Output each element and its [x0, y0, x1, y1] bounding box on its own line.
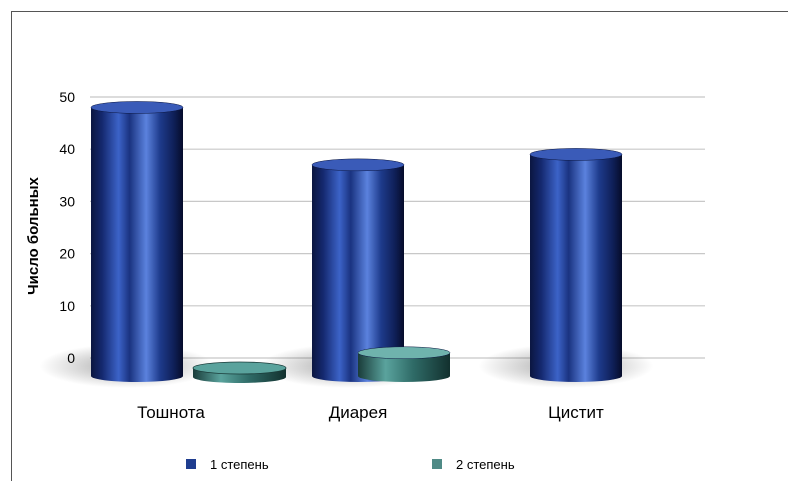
y-axis-ticks: 01020304050 — [59, 89, 75, 366]
legend-swatch — [186, 459, 196, 469]
y-tick-label: 50 — [59, 89, 75, 105]
bar — [311, 158, 405, 382]
legend-swatch — [432, 459, 442, 469]
y-tick-label: 30 — [59, 193, 75, 209]
x-category-label: Цистит — [548, 403, 604, 422]
bar — [357, 346, 451, 382]
bar — [529, 148, 623, 382]
legend-item: 1 степень — [186, 457, 269, 472]
bar — [90, 101, 184, 382]
legend-label: 1 степень — [210, 457, 269, 472]
bars — [90, 101, 623, 383]
legend-label: 2 степень — [456, 457, 515, 472]
legend-item: 2 степень — [432, 457, 515, 472]
y-tick-label: 20 — [59, 246, 75, 262]
x-category-label: Тошнота — [137, 403, 205, 422]
x-category-label: Диарея — [329, 403, 388, 422]
legend: 1 степень 2 степень — [186, 457, 515, 472]
y-axis-label: Число больных — [25, 176, 42, 294]
bar — [192, 361, 287, 383]
x-axis-categories: Тошнота Диарея Цистит — [137, 403, 604, 422]
y-tick-label: 10 — [59, 298, 75, 314]
chart-frame — [11, 11, 788, 481]
y-tick-label: 40 — [59, 141, 75, 157]
